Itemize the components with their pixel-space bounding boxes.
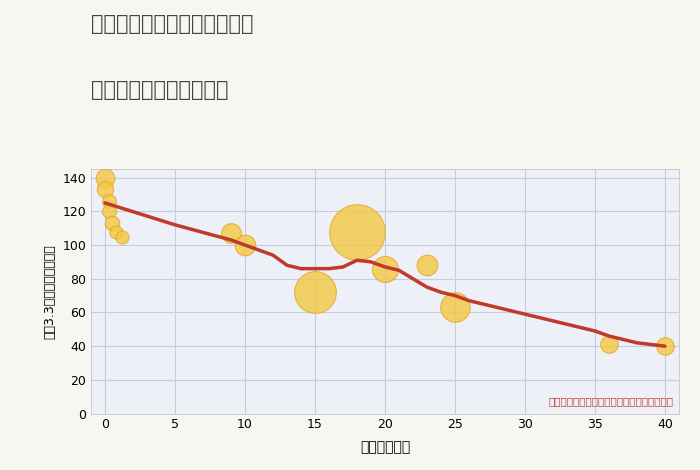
Point bbox=[603, 341, 615, 348]
Point bbox=[111, 228, 122, 235]
X-axis label: 築年数（年）: 築年数（年） bbox=[360, 440, 410, 454]
Point bbox=[225, 229, 237, 237]
Text: 築年数別中古戸建て価格: 築年数別中古戸建て価格 bbox=[91, 80, 228, 100]
Point bbox=[104, 197, 115, 205]
Point bbox=[351, 228, 363, 235]
Point bbox=[421, 261, 433, 269]
Point bbox=[106, 219, 118, 227]
Text: 兵庫県西宮市上ヶ原七番町の: 兵庫県西宮市上ヶ原七番町の bbox=[91, 14, 253, 34]
Point bbox=[239, 241, 251, 249]
Point bbox=[309, 289, 321, 296]
Point bbox=[104, 208, 115, 215]
Point bbox=[99, 174, 111, 181]
Text: 円の大きさは、取引のあった物件面積を示す: 円の大きさは、取引のあった物件面積を示す bbox=[548, 396, 673, 406]
Point bbox=[379, 265, 391, 273]
Point bbox=[449, 304, 461, 311]
Point bbox=[659, 343, 671, 350]
Point bbox=[99, 186, 111, 193]
Point bbox=[116, 233, 127, 240]
Y-axis label: 坪（3.3㎡）単価（万円）: 坪（3.3㎡）単価（万円） bbox=[43, 244, 57, 339]
